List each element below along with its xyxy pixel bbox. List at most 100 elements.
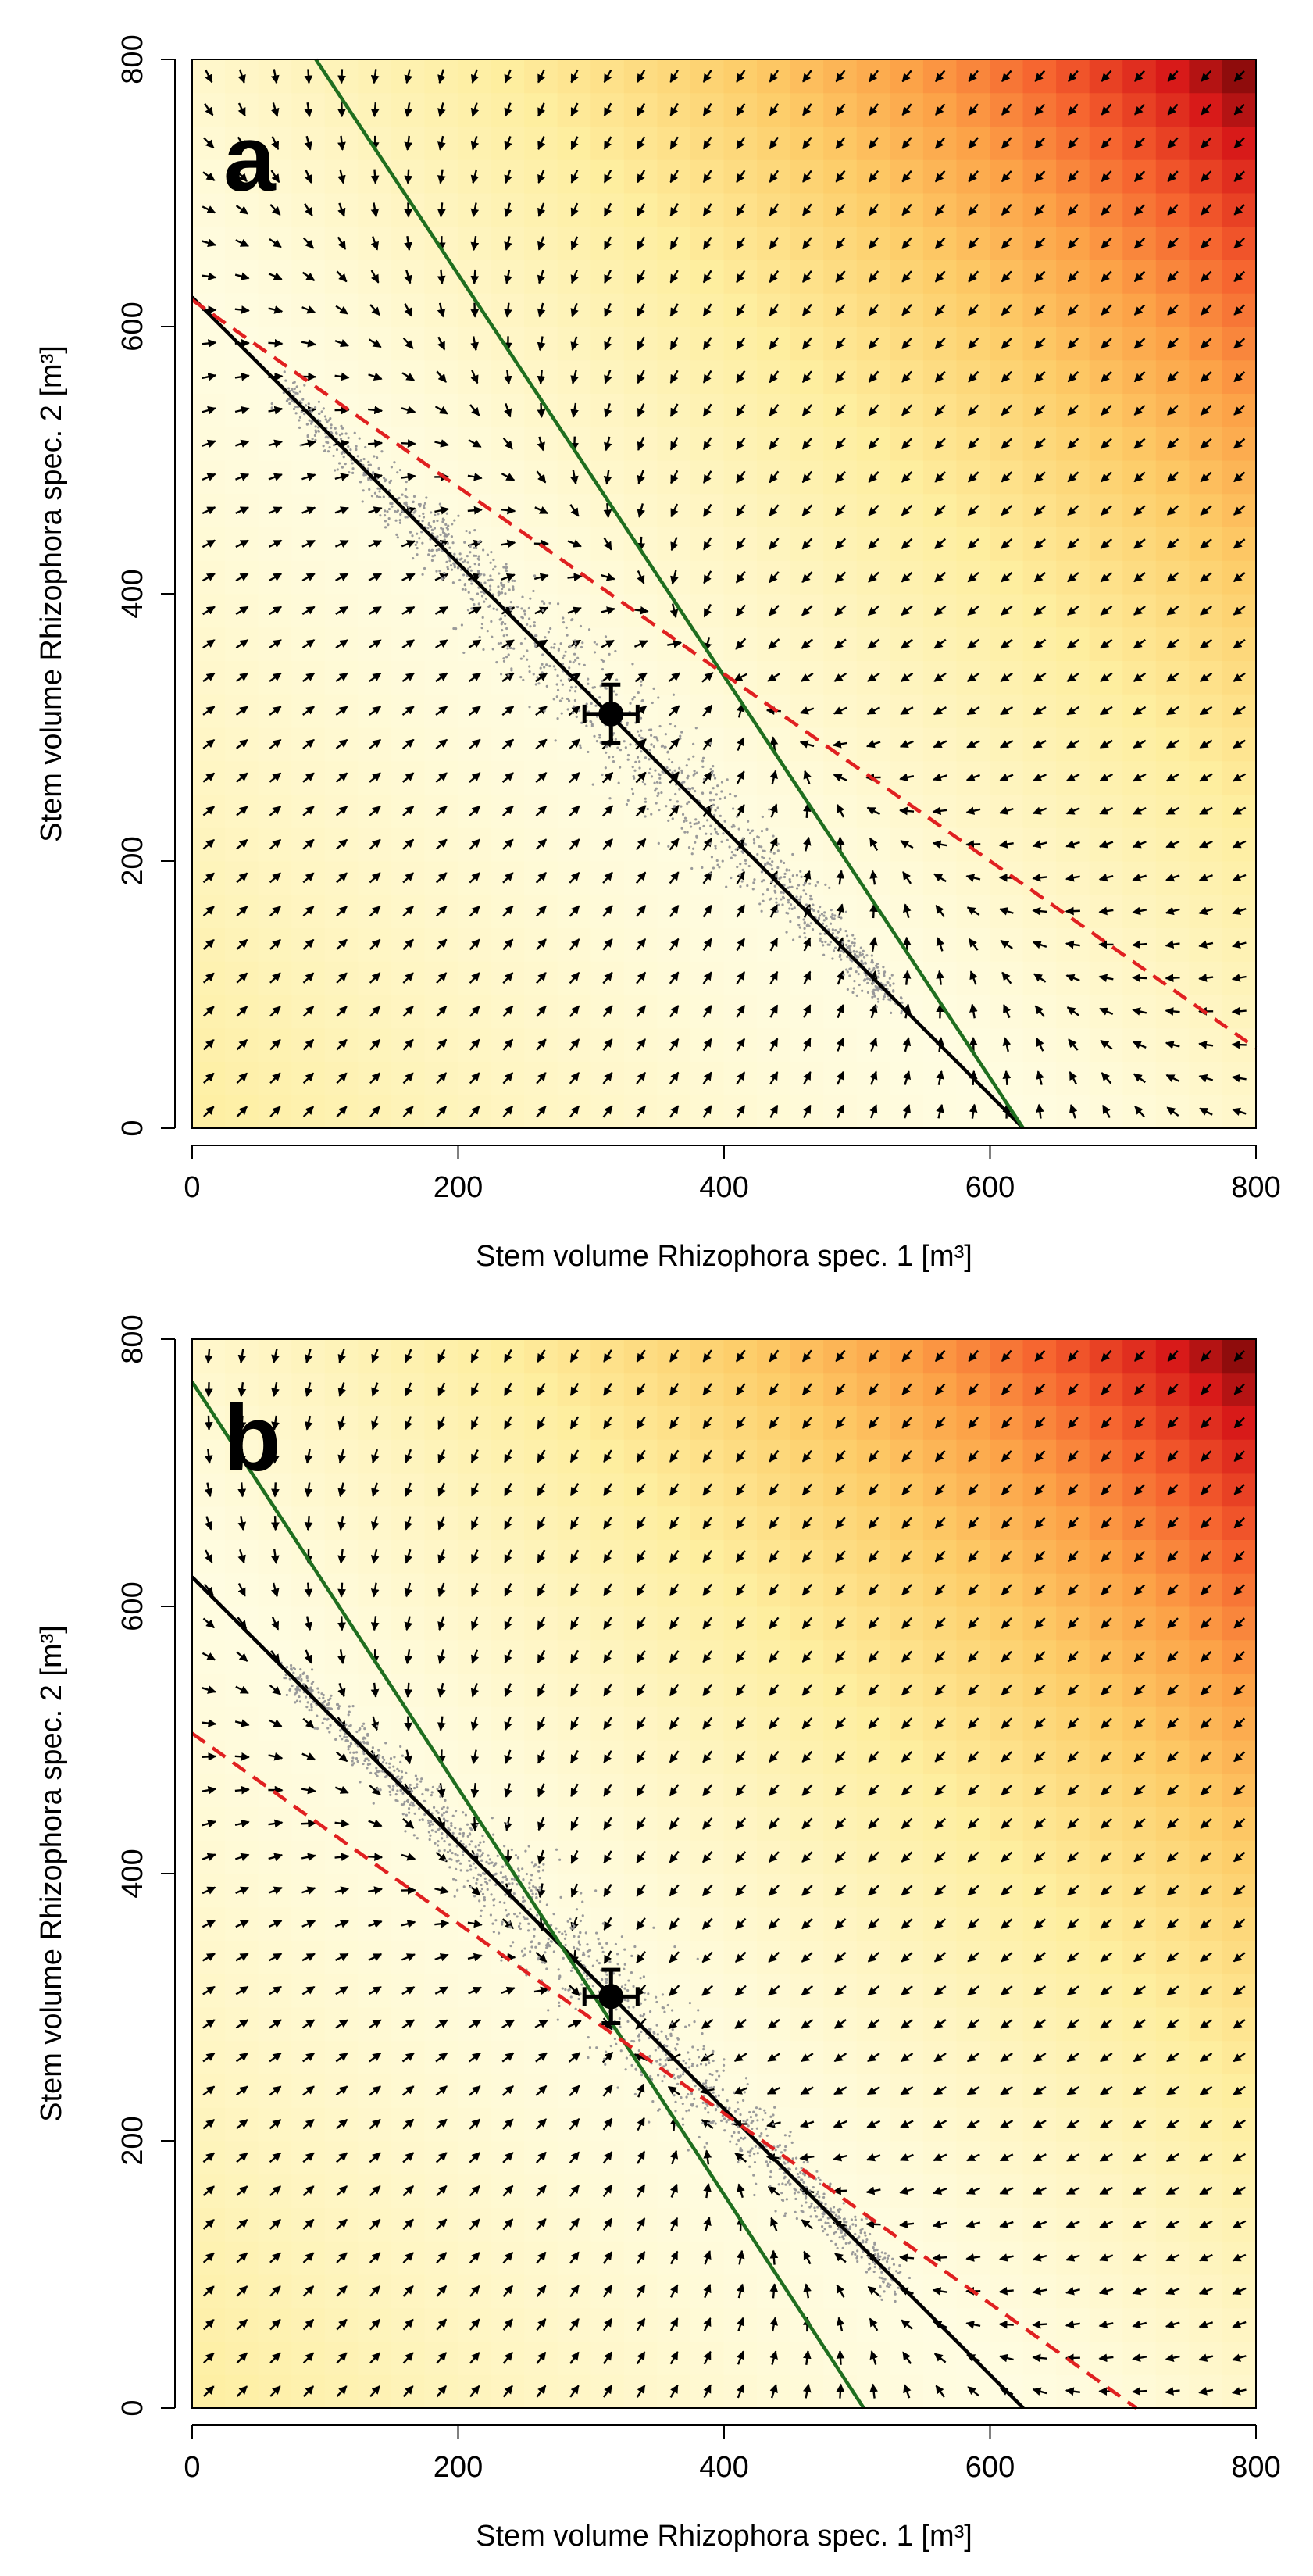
scatter-point	[364, 445, 367, 449]
scatter-point	[433, 554, 437, 557]
scatter-point	[480, 590, 483, 594]
scatter-point	[640, 737, 644, 740]
scatter-point	[787, 886, 790, 889]
scatter-point	[695, 771, 698, 774]
scatter-point	[831, 957, 834, 960]
scatter-point	[712, 798, 715, 802]
scatter-point	[682, 781, 685, 784]
scatter-point	[687, 787, 690, 790]
scatter-point	[648, 749, 651, 752]
scatter-point	[788, 869, 791, 872]
scatter-point	[437, 513, 440, 516]
scatter-point	[351, 467, 355, 470]
scatter-point	[474, 554, 478, 557]
scatter-point	[425, 496, 428, 499]
scatter-point	[401, 493, 404, 496]
scatter-point	[846, 956, 849, 959]
scatter-point	[409, 531, 412, 534]
scatter-point	[370, 495, 374, 498]
scatter-point	[373, 455, 376, 458]
scatter-point	[462, 560, 465, 564]
scatter-point	[638, 760, 641, 763]
scatter-point	[416, 532, 419, 535]
scatter-point	[519, 641, 523, 645]
scatter-point	[574, 646, 577, 649]
scatter-point	[427, 553, 430, 556]
scatter-point	[322, 445, 325, 448]
scatter-point	[629, 702, 632, 705]
scatter-point	[846, 988, 849, 991]
scatter-point	[812, 903, 815, 906]
scatter-point	[555, 683, 558, 686]
scatter-point	[581, 641, 584, 645]
scatter-point	[419, 502, 422, 506]
scatter-point	[460, 623, 464, 627]
scatter-point	[803, 931, 806, 935]
scatter-point	[629, 743, 632, 746]
scatter-point	[574, 641, 577, 645]
scatter-point	[451, 523, 454, 526]
scatter-point	[334, 427, 337, 430]
scatter-point	[649, 728, 653, 731]
scatter-point	[833, 914, 837, 917]
scatter-point	[798, 926, 801, 929]
scatter-point	[804, 936, 807, 939]
scatter-point	[875, 964, 878, 967]
scatter-point	[722, 832, 725, 835]
scatter-point	[561, 697, 564, 700]
scatter-point	[853, 944, 856, 947]
scatter-point	[758, 902, 762, 906]
scatter-point	[709, 824, 712, 827]
scatter-point	[495, 608, 498, 611]
scatter-point	[314, 438, 317, 441]
scatter-point	[407, 506, 410, 509]
scatter-point	[797, 916, 801, 919]
scatter-point	[658, 724, 662, 728]
scatter-point	[396, 471, 399, 474]
scatter-point	[335, 431, 338, 434]
scatter-point	[477, 563, 480, 566]
scatter-point	[535, 634, 538, 638]
scatter-point	[792, 938, 795, 941]
vector-arrow	[1231, 1006, 1247, 1016]
scatter-point	[527, 606, 530, 609]
scatter-point	[569, 645, 572, 648]
scatter-point	[439, 533, 442, 537]
scatter-point	[752, 881, 755, 884]
scatter-point	[398, 521, 402, 524]
scatter-point	[778, 877, 781, 881]
scatter-point	[646, 807, 649, 811]
scatter-point	[480, 622, 484, 626]
scatter-point	[452, 627, 455, 631]
scatter-point	[847, 939, 851, 942]
scatter-point	[323, 449, 326, 452]
scatter-point	[685, 819, 688, 822]
scatter-point	[648, 758, 651, 761]
scatter-point	[556, 717, 559, 720]
scatter-point	[882, 998, 885, 1001]
scatter-point	[780, 898, 783, 901]
scatter-point	[465, 529, 468, 533]
scatter-point	[568, 666, 571, 670]
y-tick-label: 800	[116, 34, 149, 84]
scatter-point	[505, 627, 508, 631]
vector-arrow	[1165, 974, 1180, 982]
scatter-point	[669, 722, 672, 726]
scatter-point	[441, 577, 444, 581]
scatter-point	[473, 528, 476, 532]
scatter-point	[651, 701, 654, 705]
scatter-point	[711, 770, 714, 773]
scatter-point	[809, 898, 812, 901]
scatter-point	[587, 628, 591, 631]
scatter-point	[798, 898, 801, 901]
scatter-point	[526, 649, 529, 652]
scatter-point	[752, 838, 756, 841]
scatter-point	[561, 683, 564, 686]
scatter-point	[640, 680, 643, 683]
scatter-point	[533, 624, 536, 627]
scatter-point	[547, 631, 550, 634]
scatter-point	[782, 891, 785, 895]
scatter-point	[655, 802, 658, 805]
scatter-point	[298, 426, 301, 429]
